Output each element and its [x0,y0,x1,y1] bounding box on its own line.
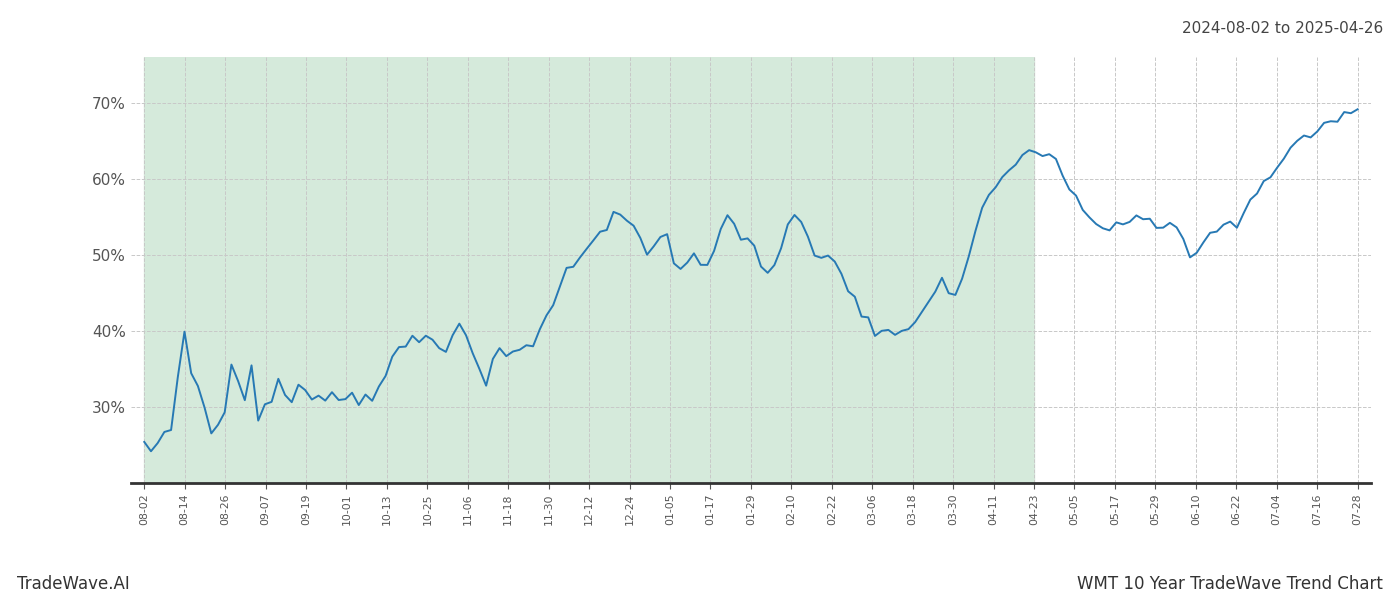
Text: TradeWave.AI: TradeWave.AI [17,575,130,593]
Text: 2024-08-02 to 2025-04-26: 2024-08-02 to 2025-04-26 [1182,21,1383,36]
Text: WMT 10 Year TradeWave Trend Chart: WMT 10 Year TradeWave Trend Chart [1078,575,1383,593]
Bar [144,57,1035,483]
